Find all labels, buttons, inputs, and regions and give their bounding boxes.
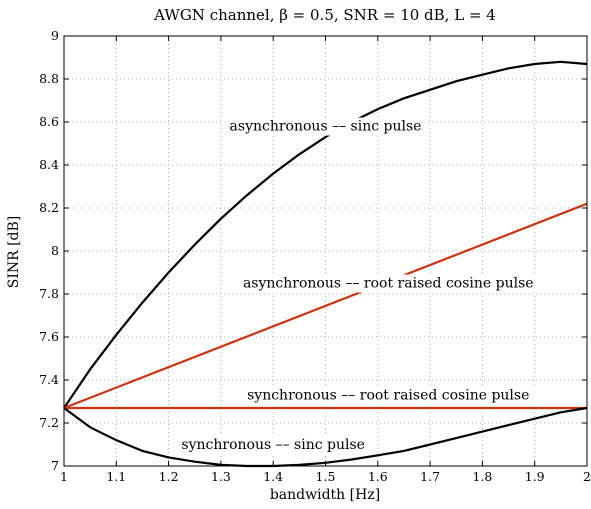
x-tick-label: 1.7 bbox=[420, 469, 440, 484]
chart-title: AWGN channel, β = 0.5, SNR = 10 dB, L = … bbox=[153, 6, 496, 24]
y-tick-label: 7.6 bbox=[39, 329, 59, 344]
x-tick-label: 1.3 bbox=[211, 469, 231, 484]
x-tick-label: 1 bbox=[60, 469, 68, 484]
y-tick-label: 9 bbox=[51, 28, 59, 43]
x-tick-label: 1.4 bbox=[263, 469, 283, 484]
x-tick-label: 1.1 bbox=[106, 469, 126, 484]
annotation-label: synchronous –– root raised cosine pulse bbox=[247, 387, 529, 403]
y-tick-label: 7.4 bbox=[39, 372, 59, 387]
annotation-background bbox=[176, 435, 371, 454]
y-tick-label: 8.6 bbox=[39, 114, 59, 129]
series-line-2 bbox=[63, 202, 588, 410]
x-tick-label: 1.9 bbox=[525, 469, 545, 484]
y-tick-label: 8.2 bbox=[39, 200, 59, 215]
annotation-label: synchronous –– sinc pulse bbox=[181, 437, 365, 453]
annotations: asynchronous –– sinc pulse asynchronous –… bbox=[176, 117, 543, 454]
series-lines bbox=[63, 60, 588, 468]
annotation-background bbox=[224, 117, 427, 136]
x-axis-label: bandwidth [Hz] bbox=[270, 487, 380, 503]
x-tick-label: 1.5 bbox=[316, 469, 336, 484]
x-tick-label: 2 bbox=[583, 469, 591, 484]
y-tick-label: 7.8 bbox=[39, 286, 59, 301]
x-tick-label: 1.2 bbox=[159, 469, 179, 484]
series-line-1 bbox=[63, 60, 588, 409]
annotation-label: asynchronous –– sinc pulse bbox=[230, 119, 422, 135]
y-tick-label: 8.8 bbox=[39, 71, 59, 86]
y-tick-label: 7.2 bbox=[39, 415, 59, 430]
annotation-background bbox=[238, 386, 539, 405]
tick-marks-and-labels: 1 1.1 1.2 1.3 1.4 1.5 1.6 1.7 1.8 1.9 2 7 7.2 7.4 7.6 7… bbox=[39, 28, 591, 484]
y-tick-label: 8 bbox=[51, 243, 59, 258]
annotation-background bbox=[234, 274, 543, 293]
x-tick-label: 1.6 bbox=[368, 469, 388, 484]
y-tick-label: 8.4 bbox=[39, 157, 59, 172]
y-axis-label: SINR [dB] bbox=[6, 216, 22, 289]
x-tick-label: 1.8 bbox=[472, 469, 492, 484]
annotation-label: asynchronous –– root raised cosine pulse bbox=[243, 276, 534, 292]
y-tick-label: 7 bbox=[51, 458, 59, 473]
